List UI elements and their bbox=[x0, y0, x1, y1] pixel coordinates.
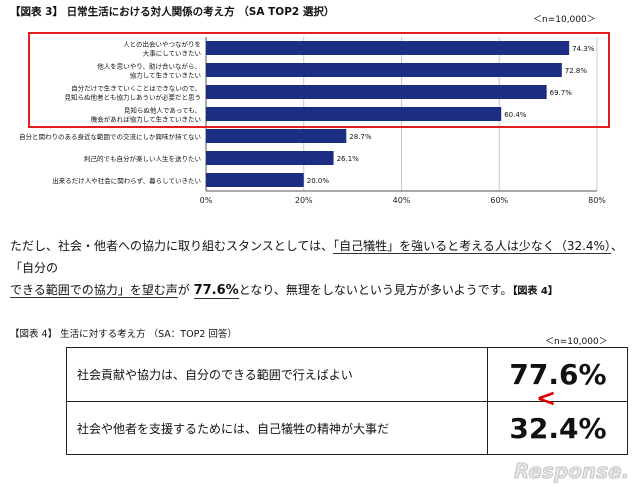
category-label: 機会があれば協力して生きていきたい bbox=[91, 115, 201, 124]
category-label: 見知らぬ他人であっても、 bbox=[124, 106, 201, 115]
category-label: 見知らぬ他者とも協力しあういが必要だと思う bbox=[65, 93, 202, 102]
table-row-value: 32.4% bbox=[487, 402, 628, 455]
para-highlight-value: 77.6% bbox=[193, 283, 239, 299]
para-line1-pre: ただし、社会・他者への協力に取り組むスタンスとしては、 bbox=[10, 239, 334, 253]
table-row-label: 社会や他者を支援するためには、自己犠牲の精神が大事だ bbox=[77, 422, 390, 436]
response-watermark-logo: Response. bbox=[514, 459, 630, 484]
para-line2-mid: が bbox=[177, 283, 194, 297]
less-than-mark: < bbox=[536, 384, 557, 412]
category-label: 人との出会いやつながりを bbox=[123, 40, 201, 49]
table-row: 社会や他者を支援するためには、自己犠牲の精神が大事だ 32.4% bbox=[67, 402, 627, 455]
category-label: 利己的でも自分が楽しい人生を送りたい bbox=[84, 154, 201, 163]
x-tick-label: 80% bbox=[588, 196, 606, 205]
chart-bars bbox=[206, 41, 570, 187]
para-line1-underlined: 「自己犠牲」を強いると考える人は少なく（32.4%） bbox=[333, 239, 611, 254]
summary-paragraph: ただし、社会・他者への協力に取り組むスタンスとしては、「自己犠牲」を強いると考え… bbox=[10, 235, 630, 303]
category-label: 他人を思いやり、助け合いながら、 bbox=[97, 62, 201, 71]
para-figure-ref: 【図表 4】 bbox=[512, 286, 558, 297]
category-label: 自分と関わりのある身近な範囲での交流にしか興味が持てない bbox=[19, 132, 201, 141]
category-label: 大事にしていきたい bbox=[143, 49, 201, 58]
value-label: 28.7% bbox=[349, 133, 372, 141]
x-tick-label: 20% bbox=[295, 196, 313, 205]
value-label: 69.7% bbox=[550, 89, 573, 97]
chart-x-ticks: 0% 20% 40% 60% 80% bbox=[200, 196, 607, 205]
value-label: 60.4% bbox=[504, 111, 527, 119]
comparison-table: 社会貢献や協力は、自分のできる範囲で行えばよい 77.6% 社会や他者を支援する… bbox=[66, 347, 628, 455]
x-tick-label: 0% bbox=[200, 196, 213, 205]
category-label: 出来るだけ人や社会に関わらず、暮らしていきたい bbox=[52, 176, 201, 185]
category-label: 自分だけで生きていくことはできないので、 bbox=[71, 84, 201, 93]
x-tick-label: 60% bbox=[490, 196, 508, 205]
value-label: 74.3% bbox=[572, 45, 595, 53]
bar bbox=[206, 85, 547, 99]
bar bbox=[206, 41, 570, 55]
bar bbox=[206, 151, 334, 165]
value-label: 26.1% bbox=[337, 155, 360, 163]
category-label: 協力して生きていきたい bbox=[130, 71, 201, 80]
figure-4-sample-size: ＜n=10,000＞ bbox=[545, 337, 608, 347]
chart-value-labels: 74.3% 72.8% 69.7% 60.4% 28.7% 26.1% 20.0% bbox=[307, 45, 595, 185]
bar-chart: 人との出会いやつながりを大事にしていきたい他人を思いやり、助け合いながら、協力し… bbox=[19, 32, 610, 205]
para-line1-post: 、「自分の bbox=[10, 239, 623, 275]
value-label: 72.8% bbox=[565, 67, 588, 75]
bar bbox=[206, 63, 562, 77]
x-tick-label: 40% bbox=[393, 196, 411, 205]
bar bbox=[206, 107, 502, 121]
bar bbox=[206, 129, 347, 143]
value-label: 20.0% bbox=[307, 177, 330, 185]
figure-4-title: 【図表 4】 生活に対する考え方 （SA：TOP2 回答） bbox=[10, 329, 237, 340]
table-row-label: 社会貢献や協力は、自分のできる範囲で行えばよい bbox=[77, 368, 353, 382]
para-line2-post: となり、無理をしないという見方が多いようです。 bbox=[238, 283, 513, 297]
figure-3-title: 【図表 3】 日常生活における対人関係の考え方 （SA TOP2 選択） bbox=[10, 6, 335, 18]
table-row: 社会貢献や協力は、自分のできる範囲で行えばよい 77.6% bbox=[67, 348, 627, 402]
watermark-text: Response. bbox=[514, 459, 629, 483]
chart-category-labels: 人との出会いやつながりを大事にしていきたい他人を思いやり、助け合いながら、協力し… bbox=[19, 40, 201, 186]
highlight-box bbox=[28, 32, 610, 128]
bar bbox=[206, 173, 304, 187]
para-line2-underlined: できる範囲での協力」を望む声 bbox=[10, 283, 178, 298]
figure-3-sample-size: ＜n=10,000＞ bbox=[533, 15, 596, 25]
table-row-value: 77.6% bbox=[487, 348, 628, 401]
